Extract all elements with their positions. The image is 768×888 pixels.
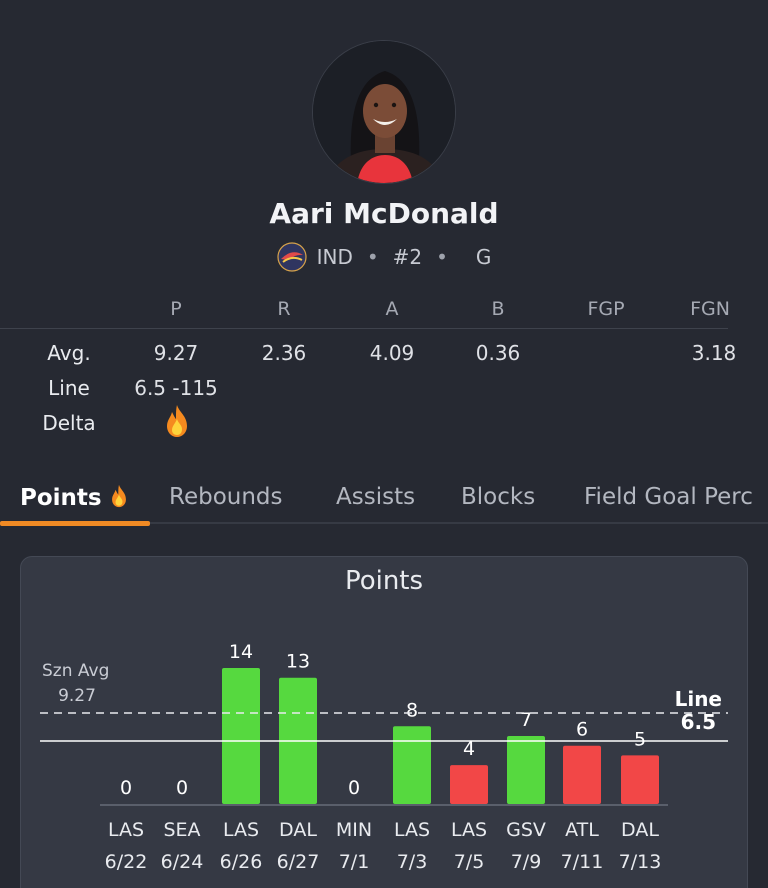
bar-8 — [563, 745, 601, 804]
x-tick-opponent: LAS — [451, 819, 487, 841]
fire-icon — [111, 484, 126, 508]
tab-points[interactable]: Points — [20, 484, 128, 511]
stat-col-points[interactable]: P — [170, 298, 182, 320]
bar-6 — [450, 765, 488, 804]
bar-2 — [222, 668, 260, 804]
stats-divider — [0, 328, 728, 329]
row-label-delta: Delta — [42, 411, 96, 435]
bar-value-label: 5 — [634, 728, 646, 750]
x-tick-date: 6/27 — [277, 851, 320, 873]
x-tick-opponent: LAS — [394, 819, 430, 841]
player-avatar — [312, 40, 456, 184]
tab-field-goal-percentage[interactable]: Field Goal Perc — [584, 484, 753, 510]
tab-assists[interactable]: Assists — [336, 484, 416, 510]
bar-7 — [507, 736, 545, 804]
bar-value-label: 0 — [348, 777, 360, 799]
x-tick-opponent: LAS — [223, 819, 259, 841]
x-tick-date: 7/5 — [454, 851, 485, 873]
avg-fgn: 3.18 — [691, 341, 737, 365]
jersey-number: #2 — [392, 245, 423, 269]
chart-title: Points — [344, 566, 424, 596]
x-tick-opponent: DAL — [621, 819, 659, 841]
x-tick-date: 6/26 — [220, 851, 263, 873]
row-label-line: Line — [48, 376, 90, 400]
tab-rebounds[interactable]: Rebounds — [169, 484, 283, 510]
player-meta: IND • #2 • G — [0, 242, 768, 272]
x-tick-date: 7/9 — [511, 851, 542, 873]
stat-col-blocks[interactable]: B — [491, 298, 505, 320]
avg-blocks: 0.36 — [475, 341, 521, 365]
x-tick-opponent: ATL — [565, 819, 599, 841]
x-tick-opponent: LAS — [108, 819, 144, 841]
player-name: Aari McDonald — [269, 197, 499, 230]
x-tick-date: 7/1 — [339, 851, 370, 873]
active-tab-indicator — [0, 521, 150, 526]
player-headshot-image — [313, 41, 455, 183]
x-tick-date: 7/13 — [619, 851, 662, 873]
bar-value-label: 0 — [176, 777, 188, 799]
prop-line-value: 6.5 — [681, 710, 716, 734]
season-average-value: 9.27 — [58, 686, 96, 706]
x-tick-opponent: MIN — [336, 819, 372, 841]
bar-value-label: 6 — [576, 719, 588, 741]
stat-col-rebounds[interactable]: R — [277, 298, 291, 320]
team-logo-icon — [276, 242, 307, 272]
stat-tabs: Points Rebounds Assists Blocks Field Goa… — [0, 476, 768, 524]
tab-blocks[interactable]: Blocks — [461, 484, 536, 510]
row-label-avg: Avg. — [47, 341, 91, 365]
chart-card — [20, 556, 748, 888]
player-position: G — [475, 245, 492, 269]
fire-icon — [167, 405, 187, 437]
stat-col-assists[interactable]: A — [385, 298, 399, 320]
bar-value-label: 0 — [120, 777, 132, 799]
team-abbrev: IND — [316, 245, 353, 269]
stat-col-fgp[interactable]: FGP — [587, 298, 625, 320]
stat-col-fgn[interactable]: FGN — [690, 298, 730, 320]
bar-5 — [393, 726, 431, 804]
bar-value-label: 14 — [229, 641, 253, 663]
meta-separator: • — [366, 245, 379, 269]
x-tick-opponent: GSV — [506, 819, 546, 841]
bar-value-label: 7 — [520, 709, 532, 731]
meta-separator: • — [436, 245, 448, 269]
line-points: 6.5 -115 — [134, 376, 218, 400]
avg-rebounds: 2.36 — [261, 341, 307, 365]
season-average-label: Szn Avg — [42, 661, 109, 681]
tab-track — [0, 522, 768, 524]
bar-value-label: 4 — [463, 738, 475, 760]
x-tick-opponent: SEA — [163, 819, 200, 841]
avg-points: 9.27 — [153, 341, 199, 365]
bar-value-label: 13 — [286, 651, 310, 673]
x-tick-date: 7/11 — [561, 851, 604, 873]
x-tick-date: 6/22 — [105, 851, 148, 873]
bar-9 — [621, 755, 659, 804]
bar-value-label: 8 — [406, 699, 418, 721]
stats-header-row: P R A B FGP FGN — [0, 298, 768, 324]
x-tick-opponent: DAL — [279, 819, 317, 841]
x-tick-date: 6/24 — [161, 851, 204, 873]
prop-line-label: Line — [675, 687, 722, 711]
x-tick-date: 7/3 — [397, 851, 428, 873]
tab-label: Points — [20, 485, 102, 511]
avg-assists: 4.09 — [369, 341, 415, 365]
